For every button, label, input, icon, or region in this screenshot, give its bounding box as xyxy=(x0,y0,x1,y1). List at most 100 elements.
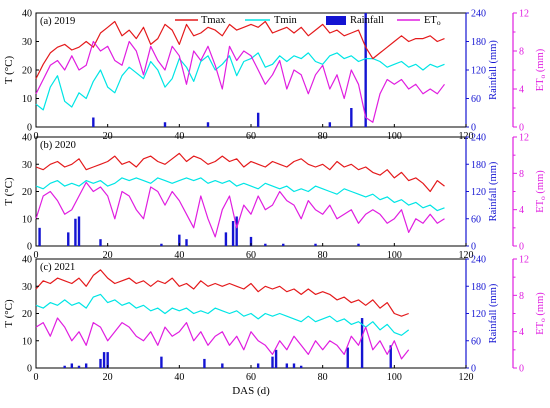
y-left-tick-label: 20 xyxy=(22,66,32,77)
rain-axis-tick-label: 120 xyxy=(471,66,486,77)
y-left-tick-label: 40 xyxy=(22,9,32,20)
tmax-line xyxy=(35,269,409,317)
y-left-tick-label: 40 xyxy=(22,133,32,144)
rain-axis-tick-label: 240 xyxy=(471,9,486,20)
rainfall-bar xyxy=(63,365,66,368)
rainfall-bar xyxy=(67,232,70,246)
rainfall-bar xyxy=(77,216,81,246)
x-tick-label: 20 xyxy=(103,250,113,261)
panel-title: (b) 2020 xyxy=(40,140,76,151)
rainfall-bar xyxy=(221,363,224,368)
rainfall-bar xyxy=(77,365,81,368)
tmax-line xyxy=(35,152,445,193)
x-tick-label: 0 xyxy=(34,250,39,261)
rain-axis-tick-label: 120 xyxy=(471,187,486,198)
et-axis-tick-label: 8 xyxy=(519,47,524,58)
tmin-line xyxy=(35,177,445,212)
rain-axis-tick-label: 60 xyxy=(471,94,481,105)
et-axis-label: ETo (mm) xyxy=(535,48,547,91)
x-axis-label: DAS (d) xyxy=(232,385,270,397)
legend-label: Rainfall xyxy=(350,15,384,26)
rainfall-bar xyxy=(346,347,349,368)
x-tick-label: 80 xyxy=(318,372,328,383)
y-left-axis-label: T (°C) xyxy=(3,177,15,206)
rain-axis-label: Rainfall (mm) xyxy=(488,161,499,221)
y-left-tick-label: 0 xyxy=(27,364,32,375)
rain-axis-tick-label: 180 xyxy=(471,37,486,48)
et-axis-label: ETo (mm) xyxy=(535,170,547,213)
y-left-tick-label: 0 xyxy=(27,123,32,134)
rainfall-bar xyxy=(206,122,210,127)
panel-title: (a) 2019 xyxy=(40,16,75,27)
y-left-tick-label: 40 xyxy=(22,255,32,266)
y-left-axis-label: T (°C) xyxy=(3,299,15,328)
rain-axis-tick-label: 240 xyxy=(471,133,486,144)
legend-label: Tmax xyxy=(201,15,226,26)
rainfall-bar xyxy=(328,122,332,127)
x-tick-label: 40 xyxy=(174,372,184,383)
rainfall-bar xyxy=(163,122,167,127)
rain-axis-tick-label: 180 xyxy=(471,160,486,171)
rainfall-bar xyxy=(160,243,163,246)
rainfall-bar xyxy=(84,363,88,368)
rainfall-bar xyxy=(106,352,109,368)
y-left-tick-label: 10 xyxy=(22,94,32,105)
legend-swatch-rainfall xyxy=(326,16,346,25)
x-tick-label: 60 xyxy=(246,250,256,261)
rainfall-bar xyxy=(285,363,289,368)
y-left-tick-label: 20 xyxy=(22,309,32,320)
et-axis-tick-label: 8 xyxy=(519,169,524,180)
panel-title: (c) 2021 xyxy=(40,262,75,273)
rain-axis-tick-label: 60 xyxy=(471,336,481,347)
et0-line xyxy=(35,317,410,360)
x-tick-label: 100 xyxy=(387,372,402,383)
rainfall-bar xyxy=(224,232,228,246)
y-left-tick-label: 0 xyxy=(27,242,32,253)
et-axis-tick-label: 4 xyxy=(519,205,524,216)
y-left-axis-label: T (°C) xyxy=(3,56,15,85)
rainfall-bar xyxy=(74,218,77,246)
tmin-line xyxy=(35,52,445,111)
rainfall-bar xyxy=(264,243,267,246)
plot-frame xyxy=(35,136,467,247)
et-axis-tick-label: 12 xyxy=(519,255,529,266)
panel-1: (a) 2019 0 10 20 30 40 T (°C) 0 60 120 180 240 Rainf… xyxy=(3,9,547,143)
x-tick-label: 0 xyxy=(34,372,39,383)
rainfall-bar xyxy=(70,363,74,368)
rainfall-bar xyxy=(389,345,392,368)
et-axis-tick-label: 12 xyxy=(519,9,529,20)
rain-axis-tick-label: 0 xyxy=(471,242,476,253)
rain-axis-tick-label: 240 xyxy=(471,255,486,266)
rainfall-bar xyxy=(178,234,181,246)
et-axis-tick-label: 4 xyxy=(519,327,524,338)
rain-axis-tick-label: 0 xyxy=(471,123,476,134)
rainfall-bar xyxy=(299,365,303,368)
rain-axis-tick-label: 60 xyxy=(471,214,481,225)
rain-axis-tick-label: 0 xyxy=(471,364,476,375)
rainfall-bar xyxy=(350,108,353,127)
et-axis-tick-label: 4 xyxy=(519,85,524,96)
rainfall-bar xyxy=(357,243,360,246)
rainfall-bar xyxy=(231,221,235,246)
x-tick-label: 60 xyxy=(246,372,256,383)
x-tick-label: 120 xyxy=(459,372,474,383)
y-left-tick-label: 10 xyxy=(22,336,32,347)
tmin-line xyxy=(35,293,410,336)
y-left-tick-label: 30 xyxy=(22,37,32,48)
rainfall-bar xyxy=(99,239,102,246)
rain-axis-tick-label: 180 xyxy=(471,282,486,293)
y-left-tick-label: 20 xyxy=(22,187,32,198)
rainfall-bar xyxy=(271,356,274,368)
rainfall-bar xyxy=(256,112,260,127)
rain-axis-tick-label: 120 xyxy=(471,309,486,320)
et-axis-tick-label: 8 xyxy=(519,291,524,302)
x-tick-label: 100 xyxy=(387,250,402,261)
rainfall-bar xyxy=(203,358,206,368)
rainfall-bar xyxy=(282,243,285,246)
y-left-tick-label: 30 xyxy=(22,160,32,171)
et-axis-tick-label: 0 xyxy=(519,364,524,375)
rainfall-bar xyxy=(160,356,163,368)
